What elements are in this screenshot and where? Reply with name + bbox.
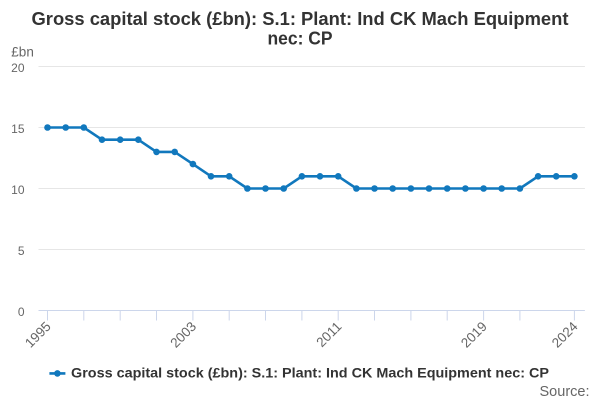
svg-text:20: 20 [11,61,25,75]
svg-text:5: 5 [18,244,25,258]
svg-text:nec: CP: nec: CP [268,29,333,49]
svg-text:10: 10 [11,183,25,197]
svg-text:£bn: £bn [11,45,34,60]
svg-text:Gross capital stock (£bn): S.1: Gross capital stock (£bn): S.1: Plant: I… [71,365,549,380]
svg-text:15: 15 [11,122,25,136]
svg-text:Source:: Source: [540,384,590,400]
svg-text:Gross capital stock (£bn): S.1: Gross capital stock (£bn): S.1: Plant: I… [32,9,569,29]
svg-text:0: 0 [18,305,25,319]
